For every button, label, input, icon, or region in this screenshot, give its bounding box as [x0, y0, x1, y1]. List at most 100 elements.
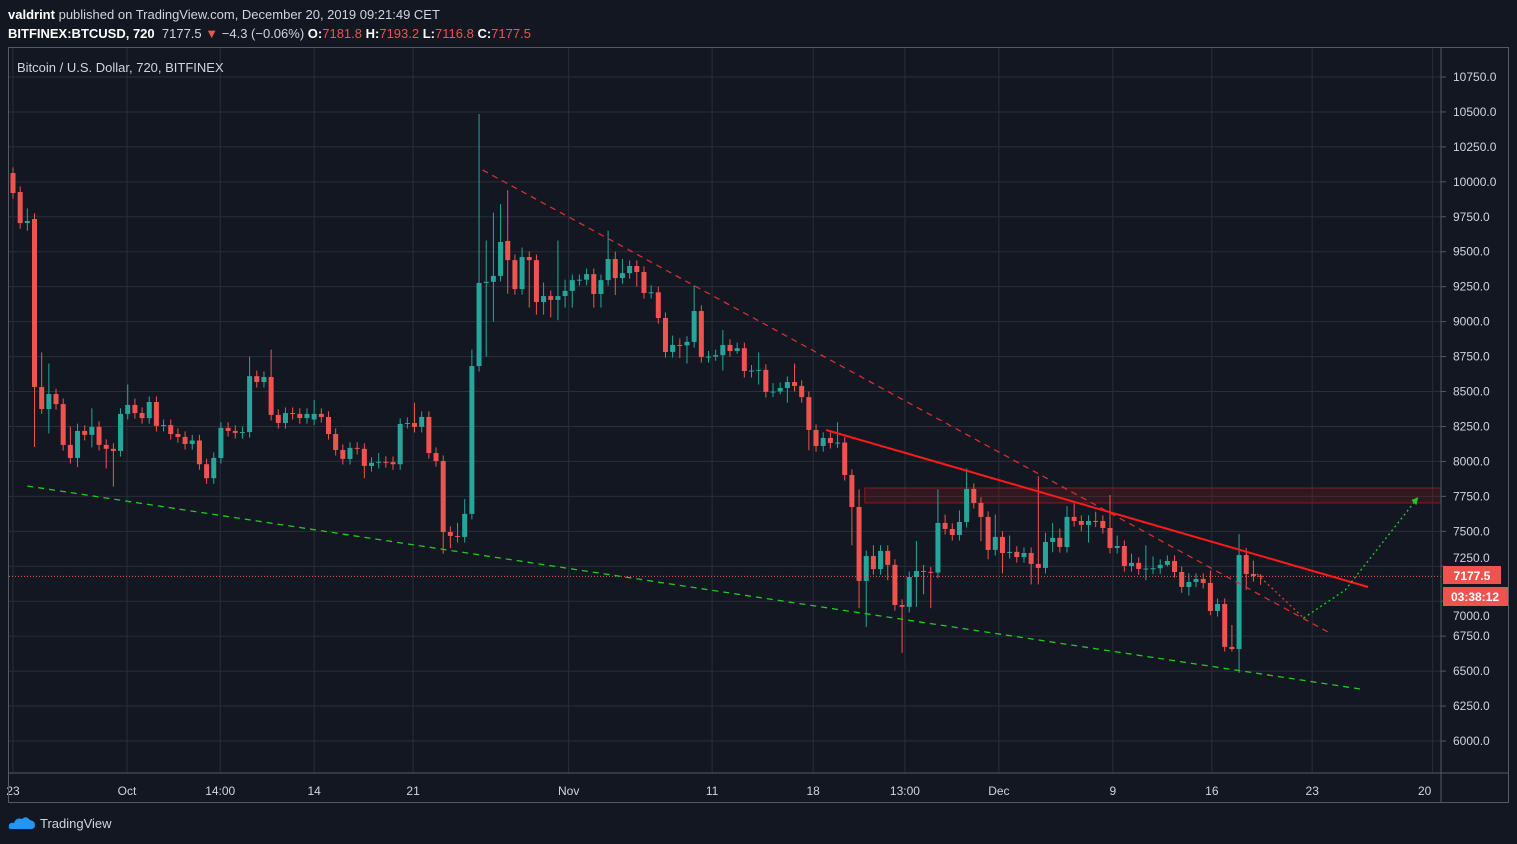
price-tick-label: 10500.0 — [1453, 105, 1497, 119]
candle-body — [46, 394, 52, 410]
candle — [705, 350, 711, 363]
candle-body — [705, 356, 711, 358]
candle — [1172, 555, 1178, 578]
candle-body — [1086, 520, 1091, 525]
candle — [1114, 535, 1120, 554]
candle — [118, 408, 124, 457]
price-axis[interactable]: 6000.0 6250.0 6500.0 6750.0 7000.0 7250.0 7500… — [1441, 70, 1497, 748]
candle-body — [605, 259, 611, 281]
price-tick-label: 8500.0 — [1453, 385, 1490, 399]
candle — [1150, 556, 1156, 575]
candle — [835, 422, 841, 449]
candle-body — [820, 437, 826, 447]
candle — [1179, 566, 1185, 593]
candle-body — [268, 376, 274, 415]
candle — [1157, 559, 1163, 574]
candle-body — [462, 513, 468, 537]
candle-body — [792, 382, 798, 386]
time-axis[interactable]: 23 Oct 14:00 14 21 Nov 11 18 13:00 Dec 9 16 23 20 — [6, 784, 1431, 798]
candle-body — [662, 317, 668, 352]
candle-body — [763, 369, 769, 392]
candle-body — [325, 416, 331, 435]
publish-info: valdrint published on TradingView.com, D… — [8, 7, 440, 22]
candle — [698, 305, 704, 363]
candle-body — [906, 577, 912, 607]
candle-body — [827, 437, 833, 443]
candle-body — [96, 426, 102, 445]
candle — [992, 514, 998, 556]
price-tick-label: 6250.0 — [1453, 699, 1490, 713]
candle — [684, 336, 690, 364]
candle — [1021, 547, 1027, 563]
candle — [225, 422, 231, 437]
candle-body — [490, 275, 496, 282]
candle — [1050, 522, 1056, 553]
candle — [447, 526, 453, 549]
candle-body — [555, 296, 561, 300]
candle — [562, 279, 568, 308]
author[interactable]: valdrint — [8, 7, 55, 22]
candle-body — [118, 413, 124, 451]
candle — [770, 383, 776, 398]
candle — [376, 453, 382, 469]
support-dashed — [27, 485, 1361, 690]
price-tag: 7177.5 03:38:12 — [1443, 566, 1508, 606]
candle-body — [318, 413, 324, 417]
candle-body — [684, 341, 690, 346]
candle-body — [641, 272, 647, 293]
candle-body — [698, 311, 704, 357]
candle-body — [1021, 552, 1027, 558]
candle-body — [1186, 582, 1192, 587]
candle-body — [1143, 568, 1149, 570]
candle — [634, 260, 640, 287]
tradingview-logo[interactable]: TradingView — [8, 815, 112, 831]
candle — [1207, 570, 1213, 616]
candle-body — [777, 388, 783, 392]
close-value: 7177.5 — [491, 26, 531, 41]
time-tick-label: 16 — [1205, 784, 1219, 798]
candle-body — [505, 240, 511, 261]
candle-body — [956, 521, 962, 535]
candle-body — [232, 430, 238, 433]
candle-body — [619, 273, 625, 279]
candle-body — [978, 502, 984, 517]
candle — [533, 254, 539, 315]
candle — [569, 274, 575, 308]
candle — [10, 167, 16, 199]
candle — [655, 286, 661, 324]
high-value: 7193.2 — [379, 26, 420, 41]
published-text: published on TradingView.com, December 2… — [58, 7, 440, 22]
price-tick-label: 6000.0 — [1453, 734, 1490, 748]
candle — [268, 349, 274, 421]
candle — [849, 469, 855, 546]
candle-body — [433, 453, 439, 462]
candle — [110, 443, 116, 487]
candle-body — [849, 474, 855, 507]
candle — [1186, 573, 1192, 596]
candle-body — [569, 280, 575, 291]
candle — [82, 425, 88, 441]
candle-body — [634, 265, 640, 273]
candle — [1250, 560, 1256, 582]
open-value: 7181.8 — [322, 26, 362, 41]
candle-body — [749, 370, 755, 372]
time-tick-label: 13:00 — [890, 784, 920, 798]
candle-body — [949, 528, 955, 535]
candle-body — [1215, 604, 1221, 611]
candle — [541, 282, 547, 315]
candle — [1136, 557, 1142, 575]
candle-body — [282, 413, 288, 423]
candle — [125, 384, 131, 420]
candle — [498, 204, 504, 282]
price-tick-label: 6500.0 — [1453, 664, 1490, 678]
candle — [576, 274, 582, 286]
candle — [792, 363, 798, 392]
candle-body — [390, 462, 396, 465]
candle — [361, 443, 367, 479]
candle-body — [670, 344, 676, 352]
price-tick-label: 9500.0 — [1453, 245, 1490, 259]
price-tick-label: 10250.0 — [1453, 140, 1497, 154]
candle — [999, 531, 1005, 574]
time-tick-label: 23 — [6, 784, 20, 798]
